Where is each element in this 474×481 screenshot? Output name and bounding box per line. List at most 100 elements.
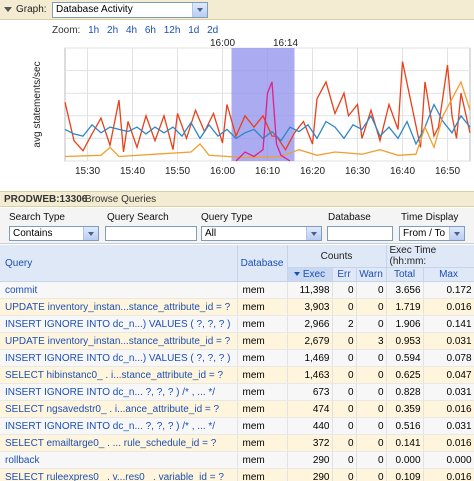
zoom-2d[interactable]: 2d [207,25,219,36]
query-text[interactable]: INSERT IGNORE INTO dc_n... ?, ?, ? ) /* … [0,417,238,435]
max-time: 0.047 [423,366,474,384]
total-time: 0.000 [386,451,424,469]
triangle-down-icon[interactable] [4,7,12,12]
top-time-marker: 16:14 [273,38,298,49]
table-row[interactable]: SELECT ngsavedstr0_ . i...ance_attribute… [0,400,474,418]
table-row[interactable]: commit mem 11,398 0 0 3.656 0.172 [0,281,474,299]
total-time: 0.828 [386,383,424,401]
query-text[interactable]: INSERT IGNORE INTO dc_n...) VALUES ( ?, … [0,349,238,367]
col-query[interactable]: Query [0,245,238,282]
total-time: 0.109 [386,468,424,481]
time-display-select[interactable]: From / To [399,226,465,241]
zoom-label: Zoom: [52,25,81,36]
warn-count: 0 [356,366,387,384]
exec-count: 474 [287,400,333,418]
table-row[interactable]: INSERT IGNORE INTO dc_n... ?, ?, ? ) /* … [0,383,474,401]
zoom-6h[interactable]: 6h [144,25,156,36]
exec-count: 290 [287,451,333,469]
table-row[interactable]: SELECT emailtarge0_ . ... rule_schedule_… [0,434,474,452]
err-count: 0 [332,298,357,316]
total-time: 1.719 [386,298,424,316]
database-label: Database [328,212,371,223]
search-type-select[interactable]: Contains [9,226,99,241]
warn-count: 0 [356,383,387,401]
zoom-1d[interactable]: 1d [188,25,200,36]
x-tick-label: 16:40 [390,166,415,177]
query-type-value: All [205,228,217,239]
warn-count: 0 [356,451,387,469]
query-text[interactable]: INSERT IGNORE INTO dc_n... ?, ?, ? ) /* … [0,383,238,401]
warn-count: 0 [356,417,387,435]
query-text[interactable]: rollback [0,451,238,469]
database-cell: mem [237,349,288,367]
zoom-4h[interactable]: 4h [125,25,138,36]
warn-count: 0 [356,298,387,316]
group-counts: Counts [287,245,387,268]
col-exec[interactable]: Exec [287,267,333,282]
database-cell: mem [237,281,288,299]
query-search-input[interactable] [105,226,197,241]
chevron-down-icon[interactable] [306,227,321,240]
col-total[interactable]: Total [386,267,424,282]
max-time: 0.172 [423,281,474,299]
err-count: 0 [332,468,357,481]
max-time: 0.016 [423,434,474,452]
zoom-2h[interactable]: 2h [107,25,119,36]
query-type-select[interactable]: All [201,226,322,241]
filter-bar: Search Type Contains Query Search Query … [0,208,474,244]
query-text[interactable]: SELECT emailtarge0_ . ... rule_schedule_… [0,434,238,452]
graph-label: Graph: [16,4,47,15]
chevron-down-icon[interactable] [449,227,464,240]
x-tick-label: 16:10 [255,166,280,177]
total-time: 0.359 [386,400,424,418]
search-type-value: Contains [13,228,53,239]
err-count: 0 [332,417,357,435]
total-time: 3.656 [386,281,424,299]
table-row[interactable]: SELECT ruleexpres0_ . v...res0_ . variab… [0,468,474,481]
exec-count: 11,398 [287,281,333,299]
zoom-row: Zoom: 1h 2h 4h 6h 12h 1d 2d [52,25,223,36]
query-text[interactable]: UPDATE inventory_instan...stance_attribu… [0,332,238,350]
total-time: 0.516 [386,417,424,435]
query-text[interactable]: SELECT ruleexpres0_ . v...res0_ . variab… [0,468,238,481]
col-warn[interactable]: Warn [356,267,387,282]
exec-count: 673 [287,383,333,401]
col-max[interactable]: Max [423,267,474,282]
sort-desc-icon [293,272,300,277]
graph-select[interactable]: Database Activity [52,2,208,18]
table-row[interactable]: INSERT IGNORE INTO dc_n...) VALUES ( ?, … [0,349,474,367]
chevron-down-icon[interactable] [192,3,207,17]
col-database[interactable]: Database [237,245,288,282]
exec-count: 2,966 [287,315,333,333]
query-text[interactable]: SELECT hibinstanc0_ . i...stance_attribu… [0,366,238,384]
activity-chart[interactable]: 15:30 15:40 15:50 16:00 16:10 16:20 16:30 16:40… [0,36,474,184]
warn-count: 0 [356,400,387,418]
series-line-blue [64,102,471,146]
warn-count: 0 [356,349,387,367]
chevron-down-icon[interactable] [83,227,98,240]
query-text[interactable]: commit [0,281,238,299]
database-cell: mem [237,400,288,418]
database-cell: mem [237,332,288,350]
table-row[interactable]: INSERT IGNORE INTO dc_n... ?, ?, ? ) /* … [0,417,474,435]
query-text[interactable]: SELECT ngsavedstr0_ . i...ance_attribute… [0,400,238,418]
x-tick-label: 16:00 [210,166,235,177]
max-time: 0.016 [423,400,474,418]
query-text[interactable]: UPDATE inventory_instan...stance_attribu… [0,298,238,316]
table-row[interactable]: UPDATE inventory_instan...stance_attribu… [0,332,474,350]
zoom-1h[interactable]: 1h [88,25,100,36]
table-row[interactable]: SELECT hibinstanc0_ . i...stance_attribu… [0,366,474,384]
max-time: 0.031 [423,332,474,350]
warn-count: 0 [356,468,387,481]
database-cell: mem [237,366,288,384]
table-row[interactable]: rollback mem 290 0 0 0.000 0.000 [0,451,474,469]
table-row[interactable]: INSERT IGNORE INTO dc_n...) VALUES ( ?, … [0,315,474,333]
zoom-12h[interactable]: 12h [163,25,181,36]
col-err[interactable]: Err [332,267,357,282]
database-input[interactable] [327,226,393,241]
query-text[interactable]: INSERT IGNORE INTO dc_n...) VALUES ( ?, … [0,315,238,333]
table-row[interactable]: UPDATE inventory_instan...stance_attribu… [0,298,474,316]
exec-count: 1,469 [287,349,333,367]
x-tick-label: 15:50 [165,166,190,177]
group-exec-time: Exec Time (hh:mm: [386,245,474,268]
